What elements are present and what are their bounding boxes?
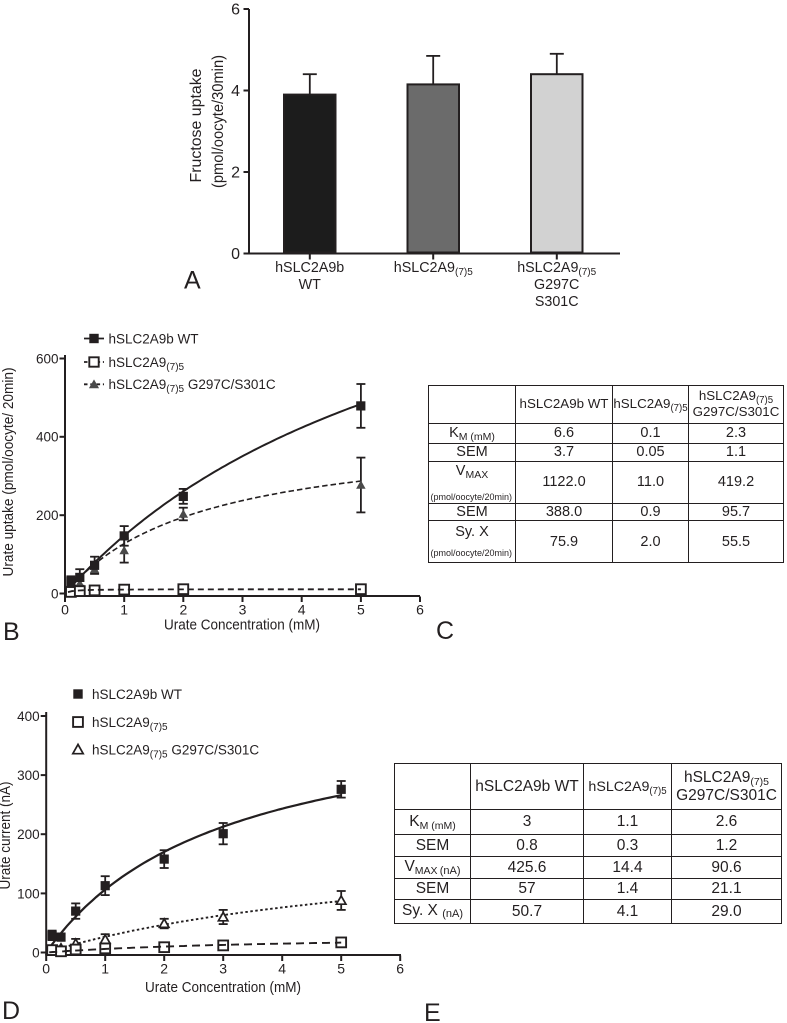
svg-text:3: 3: [219, 961, 227, 977]
svg-text:Urate Concentration (mM): Urate Concentration (mM): [145, 979, 301, 996]
svg-text:(pmol/oocyte/30min): (pmol/oocyte/30min): [210, 55, 227, 188]
svg-text:0: 0: [61, 602, 69, 618]
svg-text:hSLC2A9(7)5: hSLC2A9(7)5: [394, 260, 473, 278]
svg-text:S301C: S301C: [535, 294, 579, 310]
svg-text:0: 0: [32, 945, 40, 960]
svg-text:5: 5: [337, 961, 345, 977]
svg-text:WT: WT: [299, 277, 321, 293]
svg-text:400: 400: [17, 709, 40, 724]
svg-text:hSLC2A9(7)5: hSLC2A9(7)5: [109, 355, 185, 373]
svg-text:300: 300: [17, 768, 40, 783]
svg-text:hSLC2A9b WT: hSLC2A9b WT: [92, 687, 182, 702]
svg-text:2: 2: [160, 961, 168, 977]
svg-text:hSLC2A9(7)5: hSLC2A9(7)5: [92, 715, 168, 733]
svg-text:B: B: [3, 618, 20, 646]
svg-text:E: E: [424, 999, 441, 1023]
svg-text:400: 400: [36, 430, 59, 445]
svg-text:G297C: G297C: [534, 277, 579, 293]
svg-text:hSLC2A9b WT: hSLC2A9b WT: [109, 331, 199, 346]
svg-text:6: 6: [231, 2, 240, 19]
svg-text:100: 100: [17, 886, 40, 901]
svg-text:4: 4: [278, 961, 286, 977]
svg-text:4: 4: [231, 83, 240, 100]
svg-text:0: 0: [231, 246, 240, 263]
svg-text:0: 0: [51, 586, 59, 601]
svg-text:6: 6: [416, 602, 424, 618]
svg-text:Urate uptake (pmol/oocyte/ 20m: Urate uptake (pmol/oocyte/ 20min): [0, 367, 17, 576]
svg-text:5: 5: [357, 602, 365, 618]
svg-text:Urate current (nA): Urate current (nA): [0, 782, 14, 890]
svg-text:D: D: [2, 997, 20, 1023]
svg-text:A: A: [184, 267, 201, 295]
svg-text:2: 2: [231, 165, 240, 182]
svg-text:hSLC2A9(7)5 G297C/S301C: hSLC2A9(7)5 G297C/S301C: [92, 742, 259, 760]
svg-text:2: 2: [179, 602, 187, 618]
svg-text:hSLC2A9(7)5 G297C/S301C: hSLC2A9(7)5 G297C/S301C: [109, 377, 276, 395]
svg-text:200: 200: [36, 508, 59, 523]
svg-text:C: C: [436, 617, 454, 645]
svg-text:Urate Concentration (mM): Urate Concentration (mM): [164, 617, 320, 634]
svg-text:200: 200: [17, 827, 40, 842]
svg-text:hSLC2A9b: hSLC2A9b: [275, 260, 344, 276]
svg-text:1: 1: [120, 602, 128, 618]
svg-text:3: 3: [239, 602, 247, 618]
svg-text:0: 0: [42, 961, 50, 977]
svg-text:Fructose uptake: Fructose uptake: [188, 69, 205, 183]
svg-text:4: 4: [298, 602, 306, 618]
svg-text:600: 600: [36, 351, 59, 366]
svg-text:hSLC2A9(7)5: hSLC2A9(7)5: [517, 260, 596, 278]
svg-text:1: 1: [101, 961, 109, 977]
svg-text:6: 6: [396, 961, 404, 977]
